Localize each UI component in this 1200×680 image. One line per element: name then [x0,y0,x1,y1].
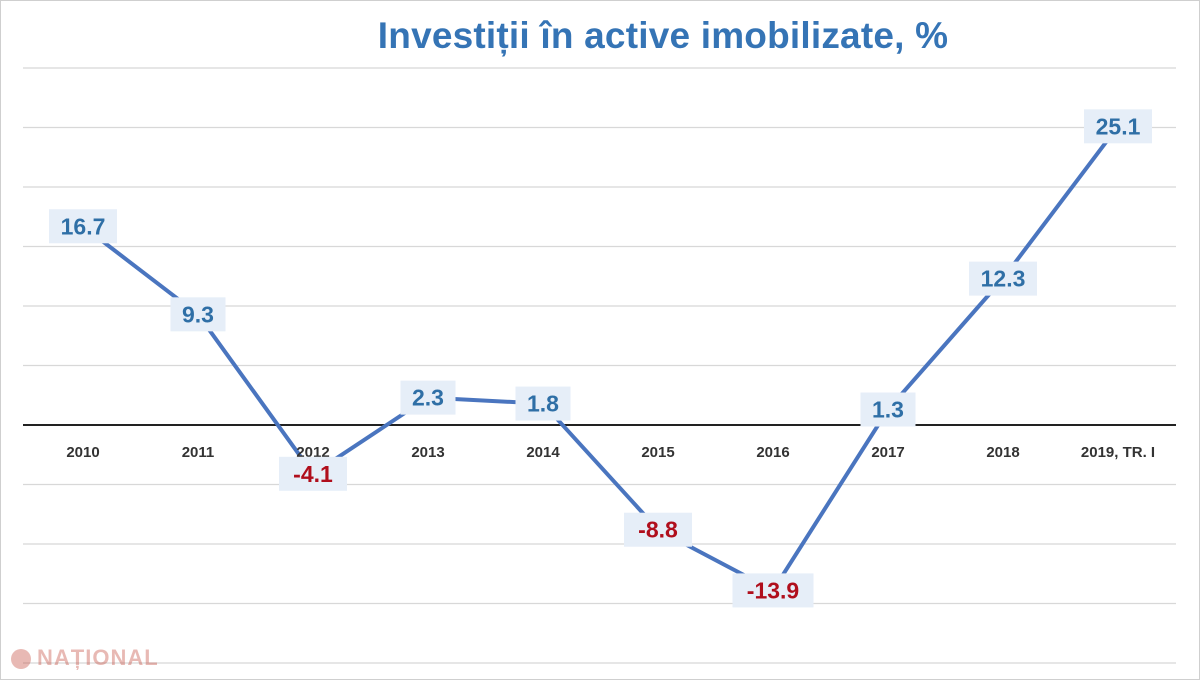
data-label: -4.1 [293,461,333,487]
data-label-box [860,392,916,427]
data-label-box [969,261,1037,296]
data-point: -13.9 [732,573,814,608]
data-point: -4.1 [279,456,347,491]
x-tick-label: 2018 [986,444,1019,461]
data-label-box [170,297,226,332]
x-tick-label: 2015 [641,444,674,461]
data-point: -8.8 [624,512,692,547]
data-label-box [279,456,347,491]
x-tick-label: 2011 [182,444,215,461]
data-label-box [1084,109,1152,144]
data-label: 1.8 [527,391,559,417]
data-point: 1.3 [860,392,916,427]
data-label-box [732,573,814,608]
x-tick-label: 2017 [871,444,904,461]
x-tick-label: 2010 [66,444,99,461]
data-label-box [49,209,117,244]
series-line [81,125,1120,593]
x-tick-label: 2014 [526,444,560,461]
data-point: 1.8 [515,386,571,421]
data-label: 2.3 [412,385,444,411]
data-point: 25.1 [1084,109,1152,144]
data-labels: 16.7 9.3 -4.1 2.3 1.8 -8.8 -13.9 1.3 12.3 25.1 [49,109,1152,608]
data-label: 9.3 [182,301,214,327]
x-tick-label: 2012 [296,444,329,461]
data-point: 16.7 [49,209,117,244]
data-label: 25.1 [1096,113,1141,139]
series-line-layer [81,125,1120,593]
x-tick-label: 2019, TR. I [1081,444,1155,461]
data-label: 1.3 [872,397,904,423]
logo-circle-icon [11,649,31,669]
gridlines [23,67,1176,664]
data-label: 16.7 [61,213,106,239]
data-label: -13.9 [747,577,799,603]
data-point: 2.3 [400,380,456,415]
x-tick-label: 2013 [411,444,444,461]
data-label-box [624,512,692,547]
data-label: -8.8 [638,517,678,543]
x-tick-label: 2016 [756,444,789,461]
data-label-box [515,386,571,421]
data-point: 12.3 [969,261,1037,296]
chart-title: Investiții în active imobilizate, % [377,15,949,56]
watermark-logo: NAȚIONAL [11,645,201,675]
data-label: 12.3 [981,266,1026,292]
data-point: 9.3 [170,297,226,332]
category-labels: 2010 2011 2012 2013 2014 2015 2016 2017 2018 2019… [66,444,1155,461]
watermark-text: NAȚIONAL [37,645,159,670]
data-label-box [400,380,456,415]
